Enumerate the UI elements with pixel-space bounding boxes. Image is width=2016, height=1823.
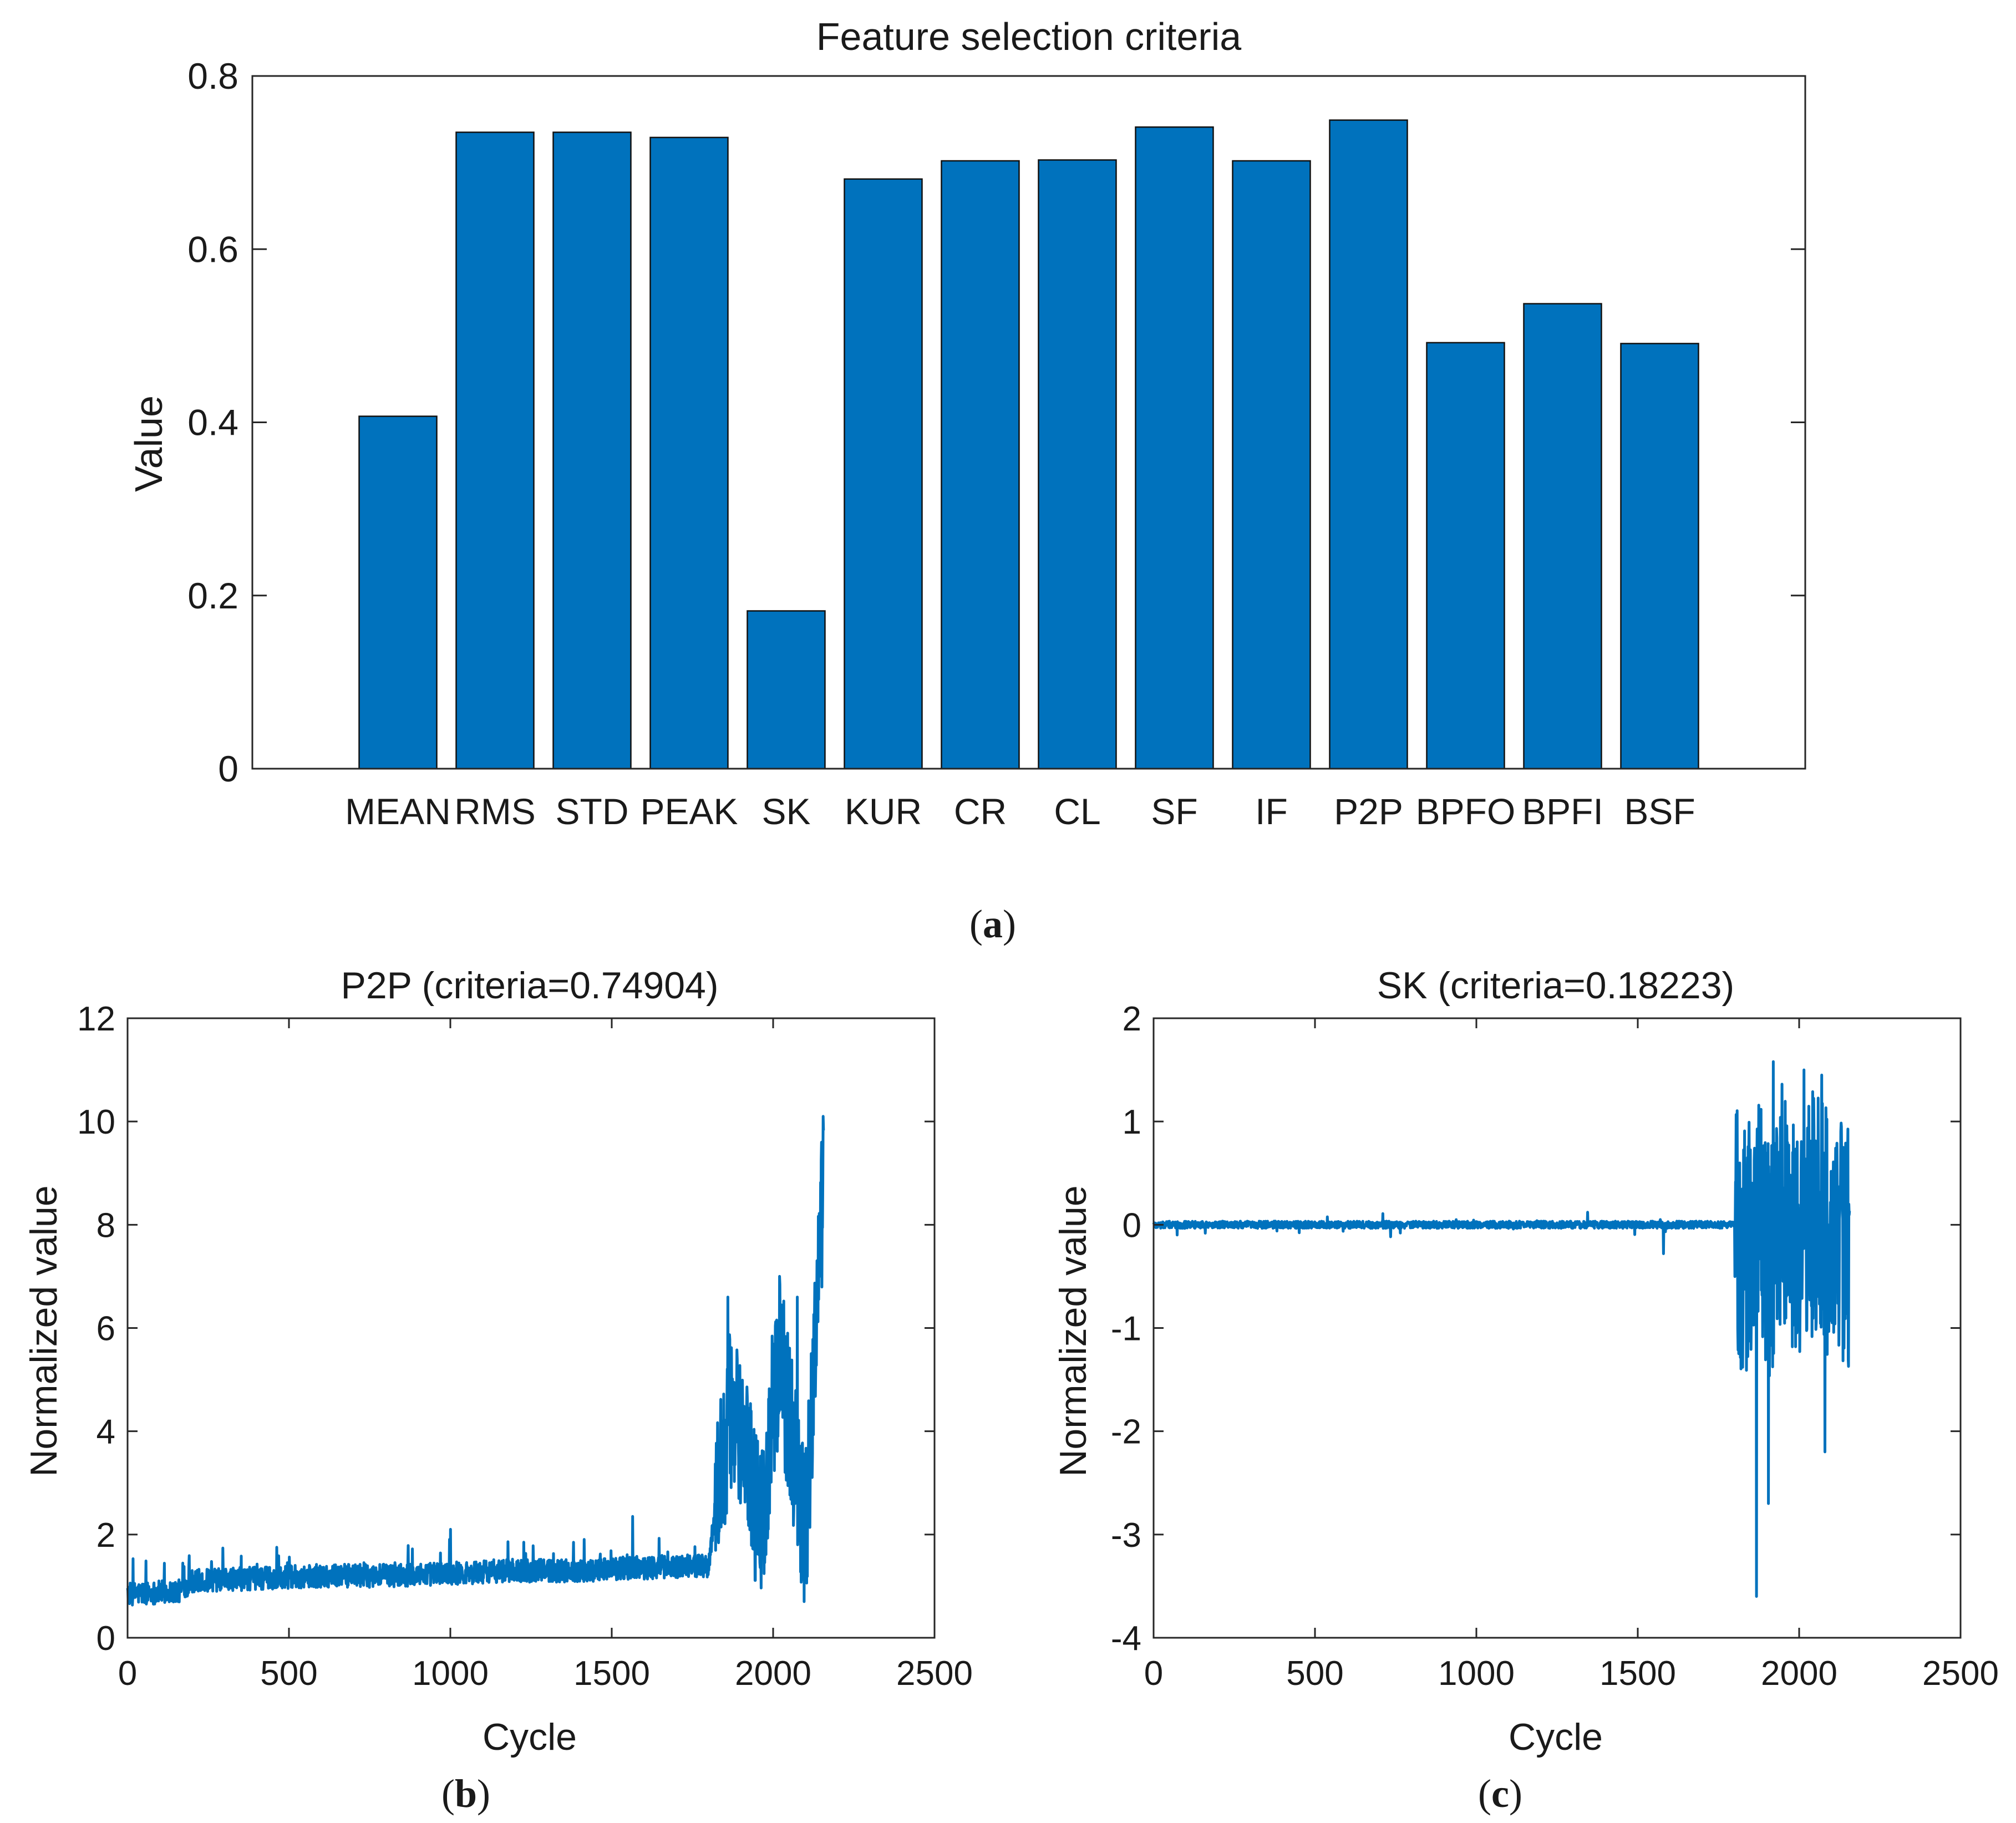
y-tick-label: 2 xyxy=(1123,1000,1141,1038)
bar-if xyxy=(1232,160,1311,770)
panel-c-caption-letter: c xyxy=(1491,1771,1509,1816)
y-tick-label: 0.8 xyxy=(187,55,238,97)
panel-b-y-axis-label: Normalized value xyxy=(23,1185,65,1476)
panel-b-y-ticks: 0 2 4 6 8 10 12 xyxy=(77,1000,935,1658)
panel-c-x-axis-label: Cycle xyxy=(1509,1716,1603,1758)
y-tick-label: 4 xyxy=(97,1413,115,1451)
panel-b-x-ticks: 0 500 1000 1500 2000 2500 xyxy=(118,1018,973,1693)
bar-bpfi xyxy=(1523,303,1602,770)
x-tick-label: 0 xyxy=(1144,1654,1163,1693)
bar-cl xyxy=(1038,159,1117,770)
y-tick-label: 0 xyxy=(1123,1206,1141,1245)
bar-p2p xyxy=(1329,119,1408,770)
y-tick-label: 6 xyxy=(97,1310,115,1348)
panel-c-series-line xyxy=(1152,1060,1851,1598)
x-tick-label-cr: CR xyxy=(954,791,1007,832)
bar-rms xyxy=(455,131,535,770)
panel-a-y-axis-label: Value xyxy=(127,395,170,492)
y-tick-label: 0.2 xyxy=(187,575,238,616)
x-tick-label-std: STD xyxy=(556,791,629,832)
x-tick-label-bpfi: BPFI xyxy=(1522,791,1603,832)
y-tick-label: -2 xyxy=(1111,1413,1141,1451)
bar-sk xyxy=(747,610,826,770)
bar-peak xyxy=(649,136,729,770)
panel-a-y-ticks: 0 0.2 0.4 0.6 0.8 xyxy=(187,55,1805,789)
x-tick-label: 1500 xyxy=(1599,1654,1676,1693)
y-tick-label: 0.4 xyxy=(187,402,238,443)
x-tick-label: 500 xyxy=(1286,1654,1343,1693)
y-tick-label: 0 xyxy=(97,1619,115,1658)
y-tick-label: -1 xyxy=(1111,1310,1141,1348)
panel-b-title: P2P (criteria=0.74904) xyxy=(341,964,718,1007)
panel-c-title: SK (criteria=0.18223) xyxy=(1377,964,1734,1007)
x-tick-label-bpfo: BPFO xyxy=(1416,791,1516,832)
panel-a-bar-chart: Feature selection criteria Value 0 0.2 0.4… xyxy=(127,15,1806,946)
panel-a-caption: (a) xyxy=(969,902,1016,946)
x-tick-label-mean: MEAN xyxy=(345,791,451,832)
x-tick-label: 2000 xyxy=(735,1654,811,1693)
y-tick-label: 10 xyxy=(77,1103,115,1141)
bar-sf xyxy=(1135,126,1214,770)
panel-a-bars xyxy=(358,119,1699,770)
x-tick-label: 1000 xyxy=(1438,1654,1515,1693)
bar-std xyxy=(552,131,632,770)
x-tick-label-sk: SK xyxy=(761,791,810,832)
panel-c-y-axis-label: Normalized value xyxy=(1052,1185,1094,1476)
x-tick-label-cl: CL xyxy=(1054,791,1100,832)
panel-c-line-chart: SK (criteria=0.18223) Normalized value C… xyxy=(1052,964,1999,1816)
y-tick-label: 2 xyxy=(97,1516,115,1555)
bar-bpfo xyxy=(1426,342,1505,770)
panel-b-caption: (b) xyxy=(441,1771,490,1816)
panel-b-line-chart: P2P (criteria=0.74904) Normalized value … xyxy=(23,964,973,1816)
panel-a-caption-letter: a xyxy=(983,902,1003,946)
bar-cr xyxy=(941,160,1020,770)
panel-b-caption-letter: b xyxy=(455,1771,477,1816)
x-tick-label: 500 xyxy=(260,1654,317,1693)
y-tick-label: 8 xyxy=(97,1206,115,1245)
x-tick-label: 1500 xyxy=(573,1654,650,1693)
x-tick-label-sf: SF xyxy=(1151,791,1197,832)
panel-b-x-axis-label: Cycle xyxy=(483,1716,577,1758)
panel-c-x-ticks: 0 500 1000 1500 2000 2500 xyxy=(1144,1018,1999,1693)
x-tick-label-bsf: BSF xyxy=(1624,791,1695,832)
panel-a-title: Feature selection criteria xyxy=(816,15,1242,58)
y-tick-label: 0.6 xyxy=(187,228,238,270)
x-tick-label-if: IF xyxy=(1255,791,1288,832)
panel-a-x-tick-labels: MEAN RMS STD PEAK SK KUR CR CL SF IF P2P BPFO BPFI BS… xyxy=(345,791,1695,832)
y-tick-label: -3 xyxy=(1111,1516,1141,1555)
x-tick-label: 0 xyxy=(118,1654,137,1693)
y-tick-label: 12 xyxy=(77,1000,115,1038)
panel-c-caption: (c) xyxy=(1478,1771,1522,1816)
panel-b-series-line xyxy=(126,1115,825,1607)
y-tick-label: 0 xyxy=(218,748,238,789)
bar-mean xyxy=(358,415,438,770)
x-tick-label-rms: RMS xyxy=(454,791,536,832)
x-tick-label: 2500 xyxy=(1922,1654,1999,1693)
x-tick-label: 2000 xyxy=(1761,1654,1837,1693)
y-tick-label: -4 xyxy=(1111,1619,1141,1658)
bar-bsf xyxy=(1620,343,1699,770)
x-tick-label-p2p: P2P xyxy=(1334,791,1403,832)
y-tick-label: 1 xyxy=(1123,1103,1141,1141)
x-tick-label-kur: KUR xyxy=(845,791,922,832)
x-tick-label: 2500 xyxy=(896,1654,973,1693)
bar-kur xyxy=(844,178,923,770)
x-tick-label-peak: PEAK xyxy=(640,791,738,832)
x-tick-label: 1000 xyxy=(412,1654,489,1693)
panel-c-y-ticks: -4 -3 -2 -1 0 1 2 xyxy=(1111,1000,1961,1658)
